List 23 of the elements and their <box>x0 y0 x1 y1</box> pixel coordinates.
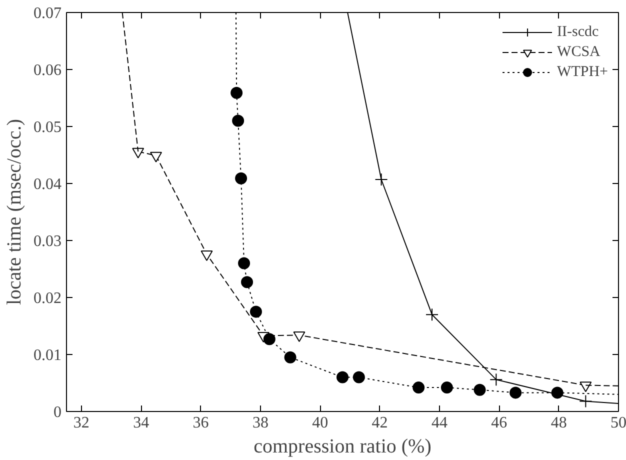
x-tick-label: 48 <box>550 414 567 432</box>
x-axis-title: compression ratio (%) <box>254 436 432 458</box>
x-tick-label: 40 <box>312 414 328 432</box>
y-tick-label: 0.01 <box>34 347 62 364</box>
y-tick-label: 0.02 <box>34 290 62 307</box>
y-tick-label: 0.07 <box>34 5 62 22</box>
x-tick-label: 50 <box>610 414 626 432</box>
x-tick-label: 44 <box>431 414 448 432</box>
y-tick-label: 0.03 <box>34 233 62 250</box>
y-tick-label: 0.06 <box>34 62 62 79</box>
x-tick-label: 34 <box>133 414 150 432</box>
x-tick-label: 46 <box>491 414 508 432</box>
x-tick-label: 32 <box>73 414 90 432</box>
x-tick-label: 38 <box>252 414 268 432</box>
y-tick-label: 0.05 <box>34 119 62 136</box>
x-tick-label: 42 <box>372 414 388 432</box>
y-axis-title: locate time (msec/occ.) <box>4 118 26 306</box>
x-tick-label: 36 <box>192 414 209 432</box>
legend-label: II-scdc <box>557 24 599 40</box>
legend-label: WCSA <box>557 44 600 60</box>
y-tick-label: 0 <box>54 404 62 421</box>
y-tick-label: 0.04 <box>34 176 62 193</box>
legend-label: WTPH+ <box>557 64 608 80</box>
